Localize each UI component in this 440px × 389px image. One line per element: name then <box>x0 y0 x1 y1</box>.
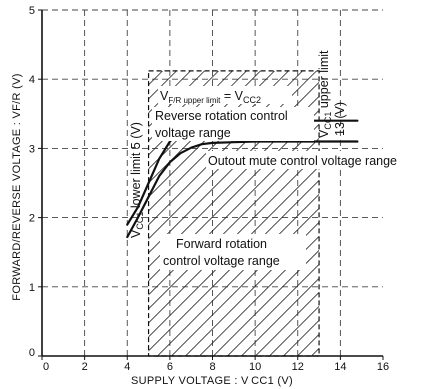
x-tick-label: 0 <box>43 361 49 373</box>
hatch-line <box>241 277 320 356</box>
x-tick-label: 2 <box>82 361 88 373</box>
mute-label-bg <box>206 151 438 169</box>
hatch-line <box>171 207 320 356</box>
vfr-label-bg <box>158 86 292 104</box>
vfr-upper-limit-label: VF/R upper limit = VCC2 <box>160 89 261 105</box>
x-tick-label: 10 <box>249 361 261 373</box>
reverse-range-label-2: voltage range <box>155 126 231 140</box>
hatch-line <box>148 165 320 338</box>
hatch-line <box>227 263 320 356</box>
forward-label-bg <box>160 234 306 270</box>
annotations: VCC1 lower limit 5 (V) VCC1 upper limit … <box>129 50 438 270</box>
y-tick-label: 0 <box>29 347 35 359</box>
x-tick-label: 16 <box>377 361 389 373</box>
vcc1-upper-limit-label: VCC1 upper limit <box>317 50 333 138</box>
x-tick-label: 12 <box>292 361 304 373</box>
hatch-line <box>255 291 320 356</box>
reverse-label-bg <box>152 107 314 141</box>
y-tick-label: 5 <box>29 5 35 17</box>
grid <box>42 9 383 356</box>
x-axis-title: SUPPLY VOLTAGE : V CC1 (V) <box>131 375 293 387</box>
y-axis-title: FORWARD/REVERSE VOLTAGE : VF/R (V) <box>11 73 23 300</box>
y-tick-label: 4 <box>29 74 35 86</box>
series-line-lower <box>126 140 359 239</box>
forward-range-label-1: Forward rotation <box>176 237 267 251</box>
hatch-line <box>213 249 320 356</box>
x-tick-label: 4 <box>124 361 130 373</box>
y-tick-label: 1 <box>29 282 35 294</box>
hatch-line <box>148 70 177 100</box>
y-tick-label: 2 <box>29 213 35 225</box>
forward-range-label-2: control voltage range <box>163 254 280 268</box>
reverse-range-label-1: Reverse rotation control <box>155 109 288 123</box>
output-mute-range-label: Outout mute control voltage range <box>208 154 397 168</box>
vcc1-lower-limit-label: VCC1 lower limit 5 (V) <box>129 122 145 238</box>
hatch-line <box>269 305 320 356</box>
hatch-line <box>148 151 320 324</box>
hatch-line <box>185 221 320 356</box>
hatch-line <box>148 123 320 296</box>
hatch-line <box>148 179 320 352</box>
hatch-line <box>199 235 320 356</box>
x-tick-label: 6 <box>167 361 173 373</box>
vcc1-upper-limit-value: 13 (V) <box>333 102 347 136</box>
y-tick-label: 3 <box>29 143 35 155</box>
x-tick-label: 8 <box>209 361 215 373</box>
x-tick-label: 14 <box>334 361 346 373</box>
hatch-line <box>157 193 320 356</box>
